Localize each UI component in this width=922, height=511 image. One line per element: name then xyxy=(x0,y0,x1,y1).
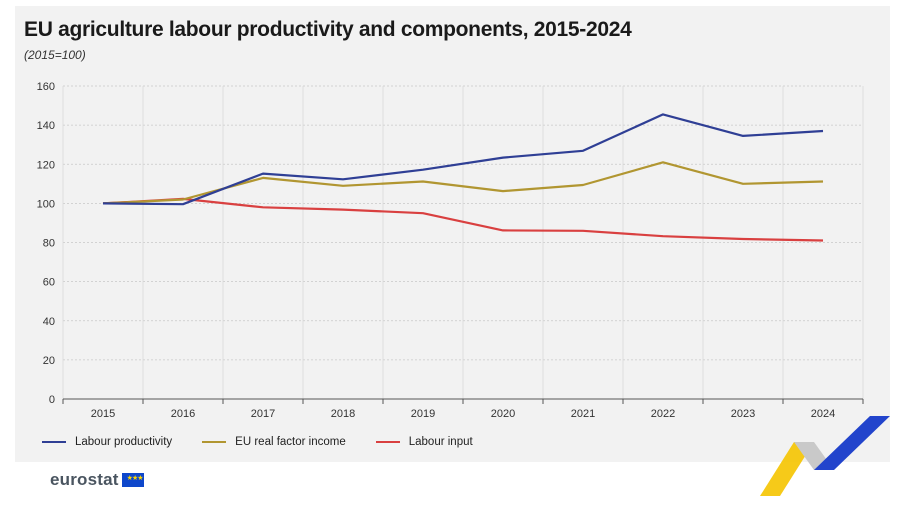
legend-swatch xyxy=(375,441,400,443)
legend-item-labour-input: Labour input xyxy=(375,436,473,448)
x-tick-label: 2018 xyxy=(331,408,355,420)
x-tick-label: 2020 xyxy=(491,408,515,420)
x-tick-label: 2021 xyxy=(571,408,595,420)
x-tick-label: 2016 xyxy=(171,408,195,420)
y-tick-label: 80 xyxy=(43,238,55,250)
chart-panel xyxy=(15,6,890,462)
y-tick-label: 100 xyxy=(37,198,55,210)
legend-label: Labour productivity xyxy=(75,436,173,448)
y-tick-label: 140 xyxy=(37,120,55,132)
y-tick-label: 0 xyxy=(49,394,55,406)
x-tick-label: 2024 xyxy=(811,408,835,420)
x-tick-label: 2019 xyxy=(411,408,435,420)
eurostat-logo: eurostat ★★★ xyxy=(50,470,144,490)
y-tick-label: 20 xyxy=(43,355,55,367)
y-tick-label: 120 xyxy=(37,159,55,171)
x-tick-label: 2023 xyxy=(731,408,755,420)
x-tick-label: 2015 xyxy=(91,408,115,420)
series-line-labour-input xyxy=(102,197,824,242)
legend-swatch xyxy=(202,441,227,443)
legend-label: Labour input xyxy=(408,436,473,448)
legend-item-labour-productivity: Labour productivity xyxy=(42,436,172,448)
legend-swatch xyxy=(42,441,66,443)
eu-flag-icon: ★★★ xyxy=(121,473,144,487)
y-tick-label: 40 xyxy=(43,316,55,328)
y-tick-label: 160 xyxy=(37,81,55,93)
brand-name: eurostat xyxy=(50,470,119,489)
x-tick-label: 2022 xyxy=(651,408,675,420)
chart-subtitle: (2015=100) xyxy=(24,48,86,62)
chart-title: EU agriculture labour productivity and c… xyxy=(24,18,632,41)
legend: Labour productivity EU real factor incom… xyxy=(42,436,473,448)
series-line-labour-productivity xyxy=(102,113,824,206)
y-tick-label: 60 xyxy=(43,277,55,289)
legend-item-real-factor-income: EU real factor income xyxy=(202,436,346,448)
legend-label: EU real factor income xyxy=(235,436,346,448)
x-tick-label: 2017 xyxy=(251,408,275,420)
decorative-chevron-icon xyxy=(760,416,890,496)
